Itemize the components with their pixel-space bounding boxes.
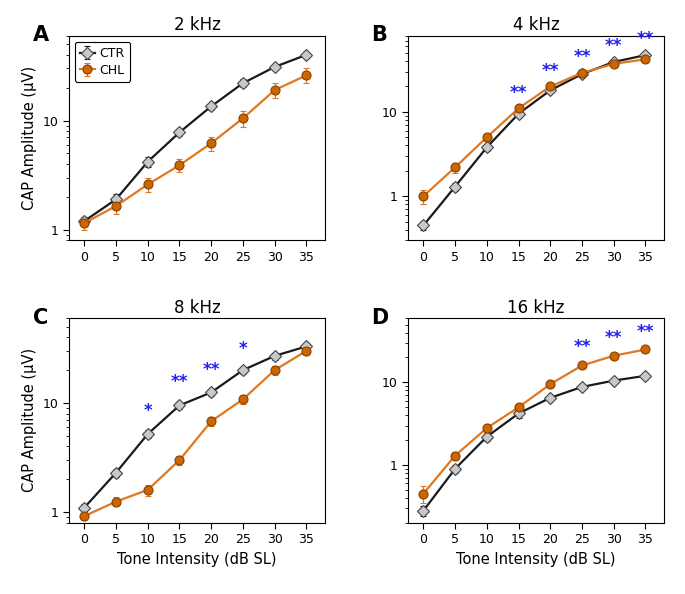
Text: D: D [371,308,389,328]
Title: 16 kHz: 16 kHz [508,299,564,317]
Text: **: ** [542,62,559,80]
Text: **: ** [203,361,220,379]
Text: **: ** [636,323,654,340]
Y-axis label: CAP Amplitude (μV): CAP Amplitude (μV) [22,66,37,210]
X-axis label: Tone Intensity (dB SL): Tone Intensity (dB SL) [117,552,277,567]
Text: *: * [238,340,247,358]
Text: C: C [32,308,48,328]
X-axis label: Tone Intensity (dB SL): Tone Intensity (dB SL) [456,552,616,567]
Text: **: ** [573,48,590,66]
Text: A: A [32,26,49,45]
Text: **: ** [605,37,623,55]
Text: **: ** [573,338,590,356]
Text: **: ** [636,30,654,48]
Text: **: ** [605,328,623,347]
Y-axis label: CAP Amplitude (μV): CAP Amplitude (μV) [22,348,37,492]
Text: **: ** [510,84,527,102]
Legend: CTR, CHL: CTR, CHL [75,42,130,81]
Title: 4 kHz: 4 kHz [512,16,560,34]
Title: 2 kHz: 2 kHz [173,16,221,34]
Text: B: B [371,26,388,45]
Title: 8 kHz: 8 kHz [173,299,221,317]
Text: *: * [143,402,152,420]
Text: **: ** [171,372,188,391]
